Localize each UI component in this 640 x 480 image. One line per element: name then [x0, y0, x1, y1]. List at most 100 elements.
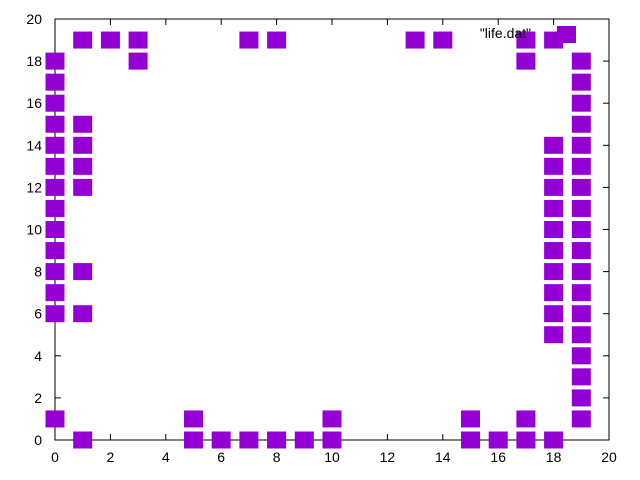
data-point [516, 410, 536, 428]
data-point [516, 52, 536, 70]
data-point [544, 431, 564, 449]
data-point [571, 242, 591, 260]
y-tick-label: 8 [34, 264, 42, 280]
y-tick-label: 14 [26, 137, 42, 153]
data-point [544, 305, 564, 323]
data-point [516, 431, 536, 449]
data-point [571, 368, 591, 386]
data-point [45, 199, 65, 217]
x-tick-label: 18 [546, 449, 562, 465]
data-point [73, 157, 93, 175]
data-point [571, 115, 591, 133]
data-point [571, 263, 591, 281]
data-point [544, 263, 564, 281]
data-point [571, 157, 591, 175]
data-point [544, 136, 564, 154]
data-point [73, 31, 93, 49]
x-tick-label: 20 [601, 449, 617, 465]
data-point [544, 199, 564, 217]
y-tick-label: 12 [26, 179, 42, 195]
data-point [73, 305, 93, 323]
data-point [45, 52, 65, 70]
x-tick-label: 8 [273, 449, 281, 465]
data-point [73, 136, 93, 154]
data-point [571, 178, 591, 196]
legend: "life.dat" [480, 25, 576, 43]
y-tick-label: 2 [34, 390, 42, 406]
data-point [184, 410, 203, 428]
data-point [571, 326, 591, 344]
y-tick-label: 4 [34, 348, 42, 364]
legend-label: "life.dat" [480, 25, 531, 41]
data-point [267, 31, 287, 49]
data-point [73, 115, 93, 133]
data-point [45, 157, 65, 175]
data-point [544, 242, 564, 260]
data-point [571, 94, 591, 112]
data-point [184, 431, 203, 449]
data-point [45, 305, 65, 323]
data-point [571, 410, 591, 428]
data-point [45, 242, 65, 260]
data-point [405, 31, 425, 49]
data-point [45, 94, 65, 112]
data-point [73, 178, 93, 196]
data-point [516, 31, 536, 49]
y-tick-label: 0 [34, 432, 42, 448]
data-point [128, 52, 148, 70]
data-point [461, 410, 480, 428]
data-point [211, 431, 231, 449]
data-point [45, 221, 65, 238]
y-tick-label: 10 [26, 222, 42, 238]
data-point [239, 431, 259, 449]
x-tick-label: 12 [380, 449, 396, 465]
plot-frame [54, 18, 610, 441]
x-tick-label: 4 [162, 449, 170, 465]
data-point [100, 31, 120, 49]
data-point [433, 31, 453, 49]
data-point [571, 347, 591, 365]
data-point [45, 73, 65, 91]
data-point [544, 326, 564, 344]
legend-swatch [557, 26, 576, 43]
y-tick-label: 16 [26, 95, 42, 111]
data-point [45, 115, 65, 133]
x-tick-label: 0 [51, 449, 59, 465]
data-point [571, 284, 591, 302]
y-tick-label: 20 [26, 11, 42, 27]
x-tick-label: 14 [435, 449, 451, 465]
data-point [488, 431, 508, 449]
data-point [73, 263, 93, 281]
data-point [571, 52, 591, 70]
data-point [45, 410, 65, 428]
data-point [45, 284, 65, 302]
data-point [544, 157, 564, 175]
data-point [571, 73, 591, 91]
data-point [128, 31, 148, 49]
data-point [267, 431, 287, 449]
data-point [544, 221, 564, 238]
x-tick-label: 2 [107, 449, 115, 465]
data-point [461, 431, 480, 449]
data-point [73, 431, 93, 449]
data-point [239, 31, 259, 49]
axis-ticks [54, 18, 610, 441]
x-tick-label: 6 [217, 449, 225, 465]
data-point [544, 284, 564, 302]
axis-tick-labels: 0 2 4 6 8 10 12 14 16 18 20 0 2 4 6 8 10 12 14 16 18 20 [26, 11, 617, 465]
y-tick-label: 6 [34, 306, 42, 322]
y-tick-label: 18 [26, 53, 42, 69]
data-point [45, 136, 65, 154]
data-point [45, 263, 65, 281]
data-point [322, 431, 342, 449]
data-point [571, 199, 591, 217]
x-tick-label: 10 [324, 449, 340, 465]
data-point [45, 178, 65, 196]
data-point [571, 305, 591, 323]
data-point [571, 136, 591, 154]
data-point [322, 410, 342, 428]
data-point [544, 178, 564, 196]
data-point [571, 221, 591, 238]
x-tick-label: 16 [490, 449, 506, 465]
